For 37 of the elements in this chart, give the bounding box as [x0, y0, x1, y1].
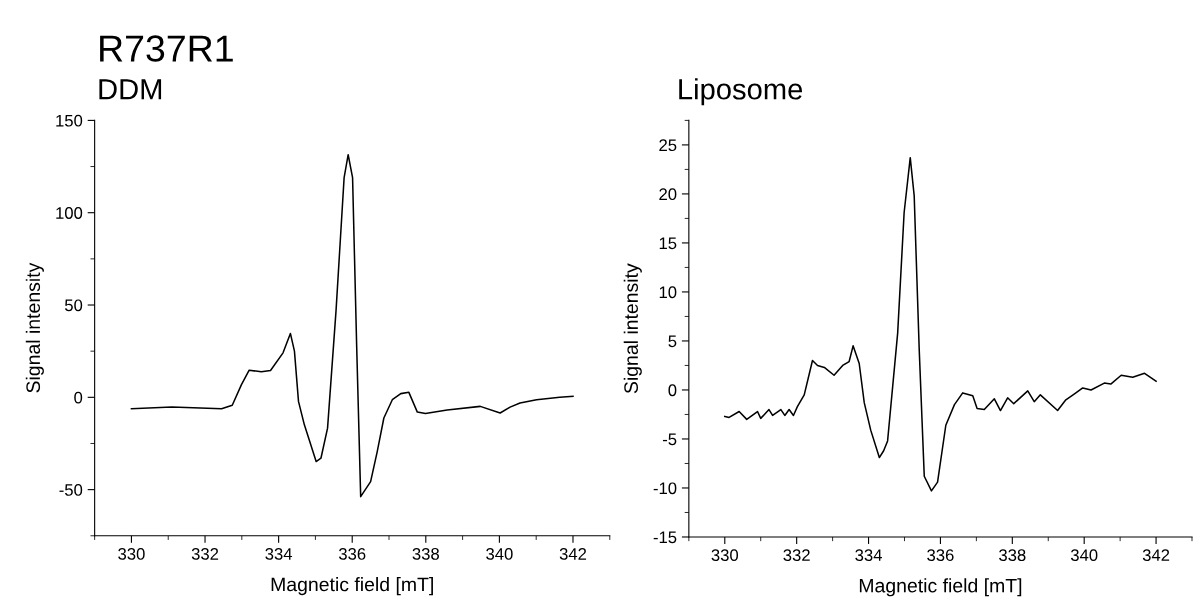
y-tick-label: 20 — [659, 188, 677, 201]
x-tick-label: 336 — [927, 549, 954, 562]
x-tick-label: 332 — [783, 549, 810, 562]
y-tick-label: 25 — [659, 139, 677, 152]
x-tick-label: 340 — [1070, 549, 1098, 562]
x-tick-label: 342 — [1142, 549, 1170, 562]
y-tick-label: 100 — [56, 207, 83, 219]
x-tick-label: 334 — [265, 548, 293, 560]
x-axis-title: Magnetic field [mT] — [859, 578, 1022, 597]
x-tick-label: 334 — [855, 549, 882, 562]
x-axis-title: Magnetic field [mT] — [271, 577, 433, 596]
chart-title: Liposome — [679, 78, 803, 106]
x-tick-label: 340 — [486, 548, 513, 560]
x-tick-label: 338 — [412, 548, 439, 560]
y-tick-label: 5 — [668, 335, 677, 348]
y-tick-label: 50 — [64, 299, 83, 312]
y-axis-title: Signal intensity — [623, 263, 642, 394]
y-tick-label: 0 — [74, 391, 83, 404]
y-tick-label: 0 — [668, 384, 677, 397]
x-tick-label: 338 — [999, 549, 1026, 562]
y-tick-label: 10 — [659, 286, 677, 299]
x-tick-label: 330 — [711, 549, 739, 562]
y-tick-label: -50 — [59, 484, 83, 496]
y-tick-label: 15 — [659, 237, 677, 250]
x-tick-label: 342 — [559, 548, 587, 560]
line-series — [130, 153, 574, 498]
y-tick-label: -10 — [653, 482, 677, 495]
x-tick-label: 330 — [118, 548, 145, 560]
x-tick-label: 336 — [338, 548, 366, 560]
y-axis-title: Signal intensity — [25, 262, 44, 393]
chart-title: DDM — [99, 79, 162, 100]
line-series — [724, 156, 1157, 492]
y-tick-label: -5 — [662, 433, 677, 446]
x-tick-label: 332 — [191, 548, 219, 560]
y-tick-label: -15 — [653, 531, 677, 544]
text: R737R1 — [100, 35, 233, 62]
y-tick-label: 150 — [56, 114, 83, 127]
